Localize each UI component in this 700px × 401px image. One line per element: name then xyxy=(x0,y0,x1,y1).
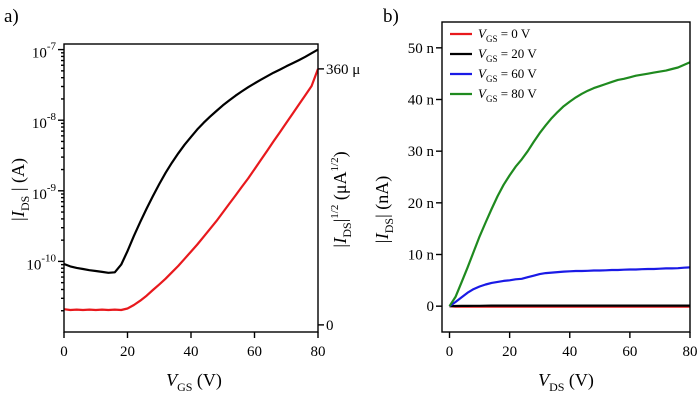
panel-b-y-tick-label: 30 n xyxy=(408,144,435,160)
panel-a-left-tick-label: 10-10 xyxy=(26,252,56,273)
panel-b: b) 0 20 40 60 80 0 10 n 20 n 30 n 40 n 50 n VGS = … xyxy=(372,6,698,394)
panel-b-x-axis-label: VDS (V) xyxy=(538,370,594,394)
panel-a-series-log-current-line xyxy=(63,48,319,274)
legend-entry-label: VGS = 80 V xyxy=(478,86,537,104)
panel-b-plot-frame xyxy=(441,21,691,333)
panel-b-y-tick-label: 50 n xyxy=(408,41,435,57)
panel-b-x-tick-label: 20 xyxy=(502,344,517,360)
panel-a-x-tick-label: 60 xyxy=(247,344,262,360)
panel-a-x-tick-label: 40 xyxy=(184,344,199,360)
panel-a-right-tick-label: 0 xyxy=(326,318,334,334)
panel-a-left-tick-label: 10-8 xyxy=(32,111,57,132)
panel-a-right-axis-label: |IDS|1/2 (μA1/2) xyxy=(329,151,354,248)
panel-a-x-tick-label: 20 xyxy=(120,344,135,360)
panel-a-series-sqrt-current-line xyxy=(63,68,320,312)
panel-a-right-tick-label: 360 μ xyxy=(326,62,360,78)
panel-b-label: b) xyxy=(383,6,399,27)
panel-b-series-line-2 xyxy=(449,304,690,308)
panel-a-left-tick-label: 10-9 xyxy=(32,182,57,203)
panel-a: a) 0 20 40 60 80 10-10 10-9 10-8 10-7 0 360 μ VGS … xyxy=(4,6,360,394)
panel-a-label: a) xyxy=(4,6,19,27)
panel-a-left-tick-label: 10-7 xyxy=(32,41,57,62)
panel-b-series-line-4 xyxy=(448,61,691,307)
panel-b-x-tick-label: 80 xyxy=(683,344,698,360)
panel-a-x-axis-label: VGS (V) xyxy=(166,370,222,394)
panel-b-y-tick-label: 40 n xyxy=(408,93,435,109)
panel-b-legend: VGS = 0 V VGS = 20 V VGS = 60 V VGS = 80 V xyxy=(450,26,537,104)
panel-b-y-tick-label: 10 n xyxy=(408,248,435,264)
panel-a-x-tick-label: 0 xyxy=(60,344,68,360)
panel-a-left-axis-label: |IDS | (A) xyxy=(8,158,32,222)
panel-a-x-tick-label: 80 xyxy=(311,344,326,360)
panel-b-x-tick-label: 0 xyxy=(446,344,454,360)
panel-b-y-tick-label: 0 xyxy=(427,299,435,315)
panel-b-series-line-3 xyxy=(448,266,691,308)
legend-entry-label: VGS = 0 V xyxy=(478,26,531,44)
panel-b-y-tick-label: 20 n xyxy=(408,196,435,212)
panel-b-x-tick-label: 40 xyxy=(562,344,577,360)
panel-b-x-tick-label: 60 xyxy=(622,344,637,360)
panel-b-y-axis-label: |IDS| (nA) xyxy=(372,176,396,244)
legend-entry-label: VGS = 20 V xyxy=(478,46,537,64)
panel-a-plot-frame xyxy=(63,43,319,333)
legend-entry-label: VGS = 60 V xyxy=(478,66,537,84)
